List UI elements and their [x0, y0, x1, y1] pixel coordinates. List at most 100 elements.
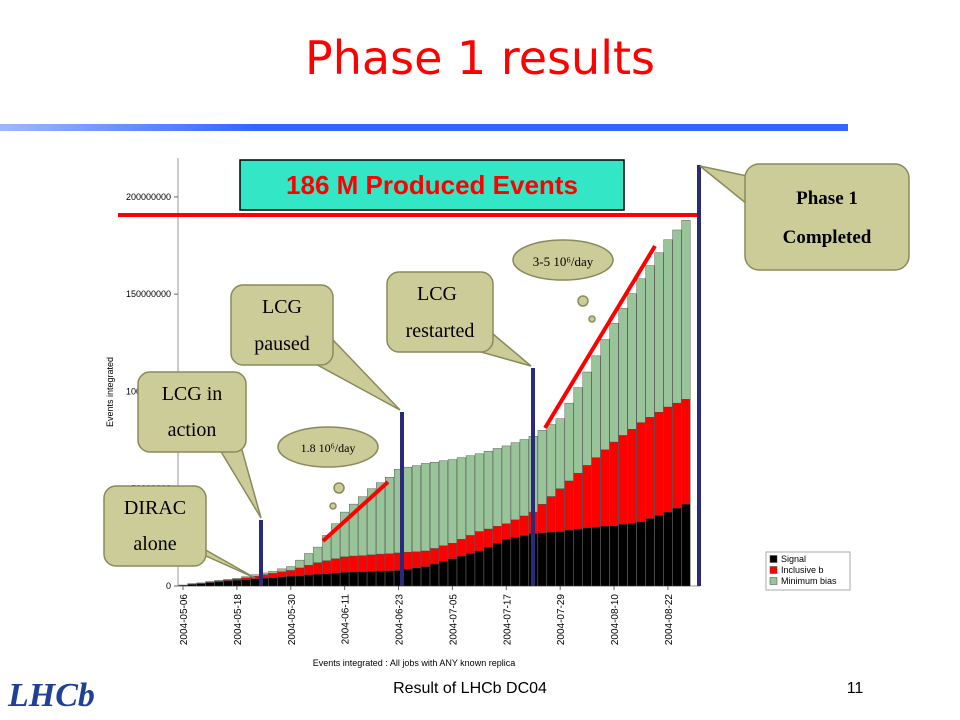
bar-segment [636, 422, 646, 523]
bar-segment [600, 339, 610, 451]
bar-segment [654, 252, 664, 413]
legend-label: Signal [781, 554, 806, 564]
bar-segment [537, 430, 547, 505]
bar-segment [277, 576, 287, 587]
callout [103, 485, 207, 567]
bar-segment [555, 418, 565, 489]
bar-segment [447, 543, 457, 559]
headline-box [239, 159, 625, 211]
callout-text: alone [133, 533, 176, 555]
logo: LHCb [7, 677, 95, 714]
bar-segment [385, 553, 395, 572]
bar-segment [645, 518, 655, 587]
y-tick-label: 0 [166, 581, 171, 591]
bar-segment [241, 576, 251, 579]
bar-segment [663, 239, 673, 408]
bar-segment [672, 229, 682, 404]
bar-segment [546, 531, 556, 587]
bar-segment [600, 449, 610, 527]
bar-segment [367, 554, 377, 572]
callout-text: action [168, 419, 217, 441]
bar-segment [501, 523, 511, 540]
bar-segment [250, 578, 260, 587]
bar-segment [295, 575, 305, 587]
bar-segment [313, 546, 323, 563]
bar-segment [205, 582, 215, 587]
x-tick-label: 2004-06-11 [341, 594, 352, 645]
bar-segment [304, 553, 314, 566]
bar-segment [663, 406, 673, 513]
headline: 186 M Produced Events [286, 170, 578, 200]
bar-segment [465, 455, 475, 536]
bar-segment [609, 441, 619, 526]
x-tick-label: 2004-07-05 [448, 594, 459, 646]
bar-segment [429, 563, 439, 587]
bar-segment [546, 424, 556, 497]
bar-segment [564, 402, 574, 482]
bar-segment [411, 567, 421, 587]
bar-segment [501, 539, 511, 587]
callout-text: DIRAC [124, 497, 186, 519]
bar-segment [681, 220, 691, 400]
callout-tail [218, 449, 262, 519]
rate-line [321, 480, 390, 543]
bar-segment [331, 523, 341, 559]
bar-segment [564, 480, 574, 531]
bar-segment [429, 462, 439, 549]
bar-segment [582, 527, 592, 587]
bar-segment [304, 574, 314, 587]
y-tick-label: 150000000 [126, 289, 171, 299]
bar-segment [483, 450, 493, 530]
bar-segment [313, 562, 323, 575]
callout [386, 271, 494, 353]
bar-segment [214, 580, 224, 582]
bar-segment [618, 524, 628, 587]
x-tick-label: 2004-05-30 [287, 594, 298, 646]
bar-segment [474, 453, 484, 532]
bar-segment [223, 579, 233, 581]
bar-segment [672, 507, 682, 587]
bar-segment [465, 535, 475, 554]
bar-segment [627, 293, 637, 430]
bar-segment [501, 445, 511, 524]
bar-segment [618, 308, 628, 436]
callout-text: paused [254, 333, 310, 355]
bar-segment [358, 555, 368, 572]
bar-segment [232, 579, 242, 587]
legend-swatch [769, 566, 778, 574]
thought-cloud [277, 426, 379, 468]
bar-segment [582, 371, 592, 466]
bar-segment [376, 553, 386, 572]
bar-segment [331, 572, 341, 587]
bar-segment [277, 568, 287, 572]
bar-segment [322, 573, 332, 587]
bar-segment [286, 576, 296, 587]
y-axis-label: Events integrated [105, 357, 115, 427]
bar-segment [456, 457, 466, 540]
bar-segment [420, 463, 430, 552]
bar-segment [420, 550, 430, 567]
bar-segment [510, 442, 520, 521]
bar-segment [600, 526, 610, 587]
bar-segment [519, 535, 529, 587]
bar-segment [349, 503, 359, 557]
bar-segment [519, 515, 529, 536]
bar-segment [582, 465, 592, 528]
rate-text: 1.8 10⁶/day [301, 441, 356, 455]
callout-text: LCG in [162, 383, 223, 405]
bar-segment [385, 570, 395, 587]
bar-segment [286, 570, 296, 577]
bar-segment [447, 459, 457, 544]
bar-segment [286, 566, 296, 571]
callout [230, 284, 334, 366]
bar-segment [483, 546, 493, 587]
footer: Result of LHCb DC04 [393, 680, 547, 697]
chart: 050000000100000000150000000200000000Even… [105, 158, 851, 668]
x-tick-label: 2004-08-10 [610, 594, 621, 646]
title-rule [0, 124, 848, 131]
bar-segment [340, 572, 350, 587]
callout-text: LCG [417, 283, 457, 305]
bar-segment [492, 448, 502, 527]
bar-segment [420, 566, 430, 587]
slide-title: Phase 1 results [305, 31, 655, 85]
